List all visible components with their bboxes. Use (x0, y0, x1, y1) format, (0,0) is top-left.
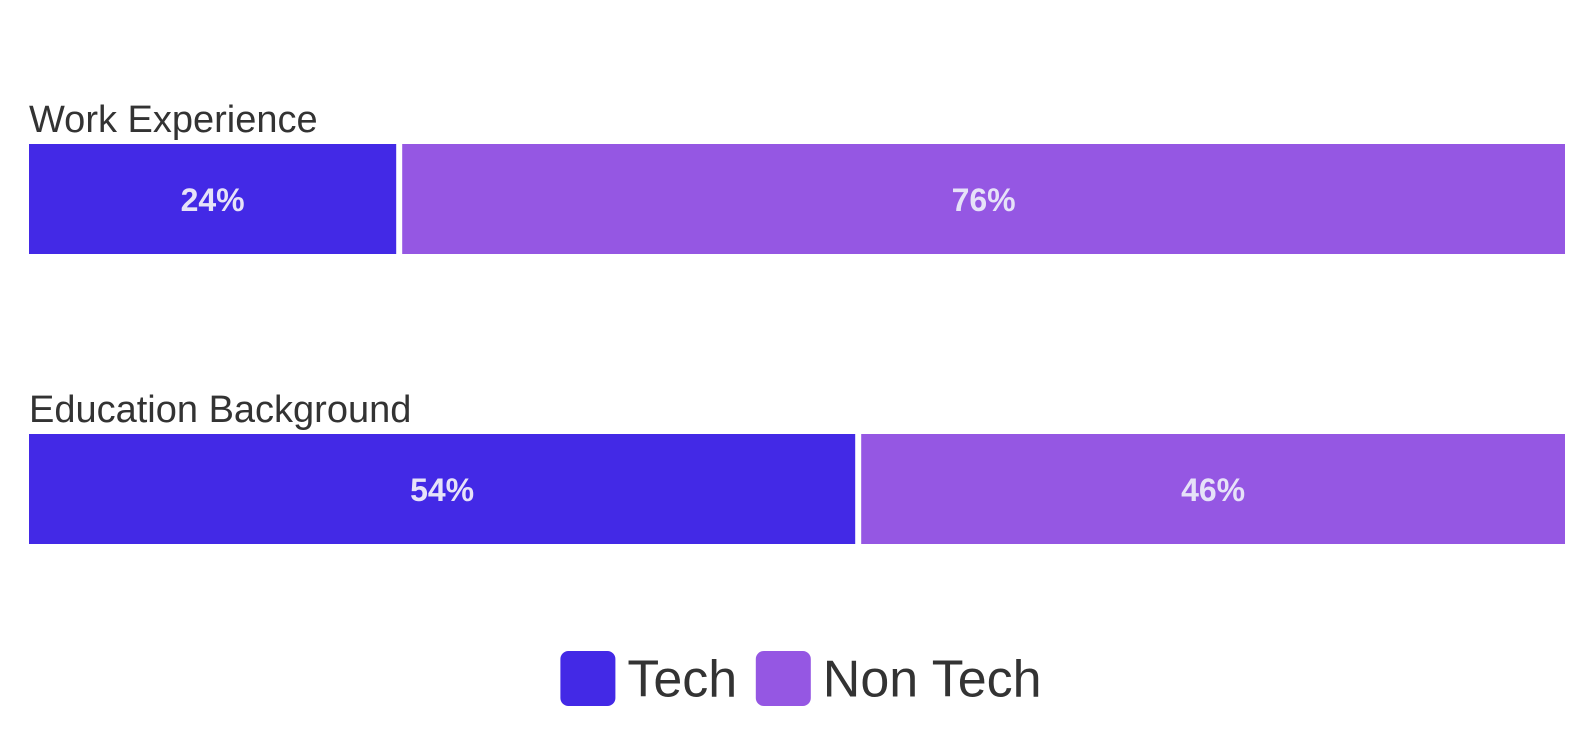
data-label-work-experience-tech: 24% (181, 182, 245, 218)
legend: Tech Non Tech (560, 651, 1042, 709)
bar-education-background-non-tech (861, 434, 1565, 544)
bar-education-background-tech (29, 434, 856, 544)
data-label-education-background-tech: 54% (410, 472, 474, 508)
legend-swatch-non-tech (755, 651, 811, 706)
bars-layer: Work Experience 24% 76% Education Backgroun… (29, 99, 1566, 544)
legend-label-tech: Tech (627, 651, 737, 709)
data-label-education-background-non-tech: 46% (1181, 472, 1245, 508)
legend-swatch-tech (560, 651, 616, 706)
category-label-education-background: Education Background (29, 389, 411, 431)
bar-work-experience-non-tech (402, 144, 1566, 254)
data-label-work-experience-non-tech: 76% (952, 182, 1016, 218)
bar-work-experience-tech (29, 144, 397, 254)
category-label-work-experience: Work Experience (29, 99, 318, 141)
legend-label-non-tech: Non Tech (823, 651, 1042, 709)
